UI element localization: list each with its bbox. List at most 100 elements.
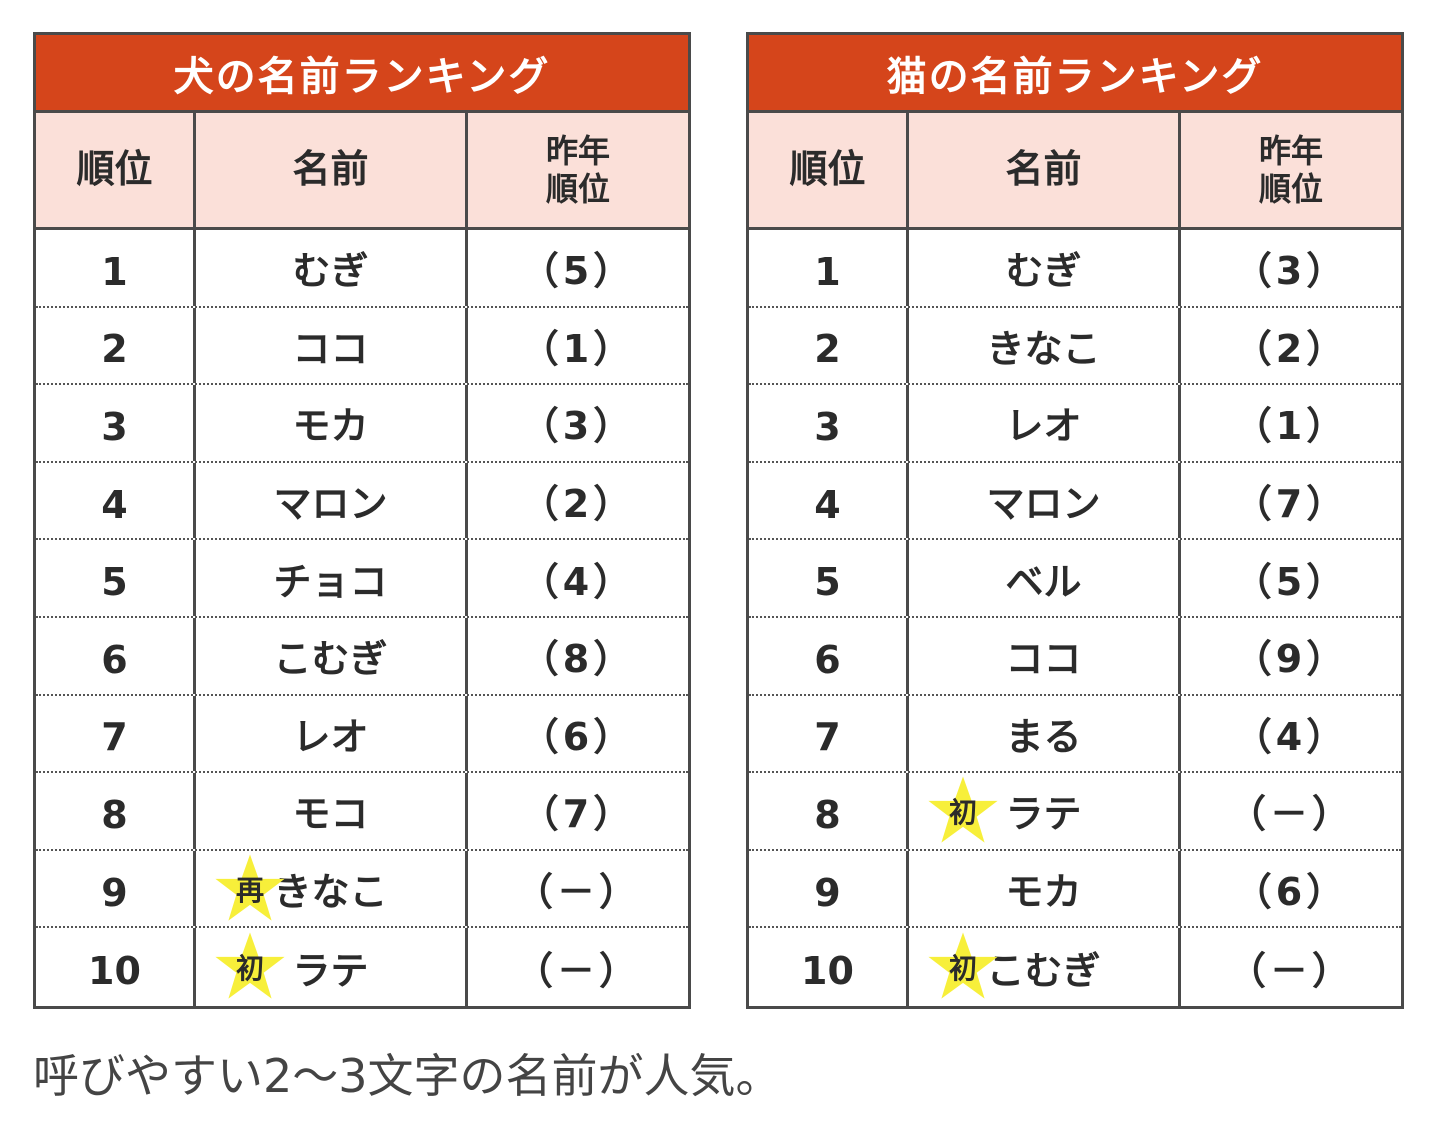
- previous-rank-cell: （5）: [520, 249, 636, 294]
- rank-cell: 2: [749, 307, 909, 384]
- table-row: 7 まる （4）: [749, 695, 1401, 774]
- badge-label: 初: [235, 952, 264, 986]
- pet-name: ココ: [292, 326, 369, 371]
- table-row: 1 むぎ （3）: [749, 230, 1401, 308]
- rank-cell: 1: [749, 230, 909, 306]
- header-rank: 順位: [749, 113, 909, 227]
- name-cell: ココ: [909, 617, 1181, 694]
- rank-cell: 10: [749, 928, 909, 1006]
- table-row: 5 ベル （5）: [749, 540, 1401, 618]
- pet-name: マロン: [273, 482, 388, 527]
- pet-name: モカ: [1005, 870, 1082, 915]
- star-icon: [928, 776, 998, 843]
- dog-table-body: 1 むぎ （5） 2 ココ （1） 3 モカ （3） 4 マロン （2） 5 チョコ （4） 6 こむぎ （8） 7…: [36, 230, 688, 1006]
- name-cell: ベル: [909, 540, 1181, 616]
- table-row: 4 マロン （7）: [749, 462, 1401, 541]
- rank-cell: 6: [36, 617, 196, 694]
- header-name: 名前: [196, 113, 468, 227]
- header-previous-rank: 昨年 順位: [1258, 131, 1323, 208]
- name-cell: 初ラテ: [196, 928, 468, 1006]
- previous-rank-cell: （4）: [520, 559, 636, 604]
- pet-name: レオ: [1005, 404, 1082, 449]
- table-row: 9 モカ （6）: [749, 850, 1401, 929]
- table-row: 8 モコ （7）: [36, 773, 688, 851]
- previous-rank-cell: （2）: [1233, 326, 1349, 371]
- table-row: 3 レオ （1）: [749, 385, 1401, 463]
- pet-name: こむぎ: [273, 637, 388, 682]
- cat-header-row: 順位 名前 昨年 順位: [749, 113, 1401, 230]
- pet-name: ベル: [1005, 559, 1082, 604]
- rank-cell: 10: [36, 928, 196, 1006]
- table-row: 6 こむぎ （8）: [36, 617, 688, 696]
- rank-cell: 7: [749, 695, 909, 772]
- name-cell: モカ: [196, 385, 468, 461]
- badge-label: 初: [948, 952, 977, 986]
- star-icon: [215, 932, 285, 999]
- name-cell: モカ: [909, 850, 1181, 927]
- previous-rank-cell: （1）: [520, 326, 636, 371]
- name-cell: マロン: [196, 462, 468, 539]
- header-name: 名前: [909, 113, 1181, 227]
- star-badge: 初: [927, 931, 999, 1003]
- rank-cell: 1: [36, 230, 196, 306]
- previous-rank-cell: （7）: [1233, 482, 1349, 527]
- table-row: 4 マロン （2）: [36, 462, 688, 541]
- pet-name: ココ: [1005, 637, 1082, 682]
- previous-rank-cell: （－）: [514, 948, 641, 993]
- rank-cell: 7: [36, 695, 196, 772]
- table-row: 10 初こむぎ （－）: [749, 928, 1401, 1006]
- rank-cell: 6: [749, 617, 909, 694]
- previous-rank-cell: （－）: [514, 870, 641, 915]
- previous-rank-cell: （6）: [1233, 870, 1349, 915]
- star-icon: [215, 853, 285, 921]
- table-row: 3 モカ （3）: [36, 385, 688, 463]
- rank-cell: 3: [36, 385, 196, 461]
- pet-name: きなこ: [986, 326, 1101, 371]
- previous-rank-cell: （1）: [1233, 404, 1349, 449]
- previous-rank-cell: （3）: [520, 404, 636, 449]
- table-row: 2 きなこ （2）: [749, 307, 1401, 386]
- table-row: 9 再きなこ （－）: [36, 850, 688, 929]
- name-cell: むぎ: [196, 230, 468, 306]
- pet-name: ラテ: [1005, 792, 1082, 837]
- table-row: 10 初ラテ （－）: [36, 928, 688, 1006]
- name-cell: モコ: [196, 773, 468, 849]
- previous-rank-cell: （－）: [1227, 948, 1354, 993]
- pet-name: きなこ: [273, 870, 388, 915]
- name-cell: 初ラテ: [909, 773, 1181, 849]
- name-cell: 初こむぎ: [909, 928, 1181, 1006]
- star-icon: [928, 932, 998, 999]
- rank-cell: 4: [749, 462, 909, 539]
- rank-cell: 8: [36, 773, 196, 849]
- dog-ranking-table: 犬の名前ランキング 順位 名前 昨年 順位 1 むぎ （5） 2 ココ （1） 3 モカ （3）…: [33, 32, 691, 1009]
- previous-rank-cell: （2）: [520, 482, 636, 527]
- pet-name: こむぎ: [986, 948, 1101, 993]
- previous-rank-cell: （3）: [1233, 249, 1349, 294]
- rank-cell: 5: [36, 540, 196, 616]
- previous-rank-cell: （9）: [1233, 637, 1349, 682]
- pet-name: レオ: [292, 714, 369, 759]
- pet-name: マロン: [986, 482, 1101, 527]
- rank-cell: 9: [749, 850, 909, 927]
- previous-rank-cell: （8）: [520, 637, 636, 682]
- caption: 呼びやすい2〜3文字の名前が人気。: [33, 1049, 782, 1103]
- rank-cell: 2: [36, 307, 196, 384]
- previous-rank-cell: （7）: [520, 792, 636, 837]
- pet-name: モコ: [292, 792, 369, 837]
- table-row: 5 チョコ （4）: [36, 540, 688, 618]
- star-badge: 初: [214, 931, 286, 1003]
- cat-ranking-table: 猫の名前ランキング 順位 名前 昨年 順位 1 むぎ （3） 2 きなこ （2） 3 レオ （1…: [746, 32, 1404, 1009]
- pet-name: チョコ: [273, 559, 388, 604]
- star-badge: 初: [927, 775, 999, 847]
- rank-cell: 4: [36, 462, 196, 539]
- name-cell: 再きなこ: [196, 850, 468, 927]
- pet-name: ラテ: [292, 948, 369, 993]
- name-cell: チョコ: [196, 540, 468, 616]
- rank-cell: 8: [749, 773, 909, 849]
- dog-ranking-title: 犬の名前ランキング: [36, 35, 688, 113]
- previous-rank-cell: （－）: [1227, 792, 1354, 837]
- previous-rank-cell: （5）: [1233, 559, 1349, 604]
- rank-cell: 5: [749, 540, 909, 616]
- table-row: 1 むぎ （5）: [36, 230, 688, 308]
- cat-table-body: 1 むぎ （3） 2 きなこ （2） 3 レオ （1） 4 マロン （7） 5 ベル （5） 6 ココ （9） 7 ま…: [749, 230, 1401, 1006]
